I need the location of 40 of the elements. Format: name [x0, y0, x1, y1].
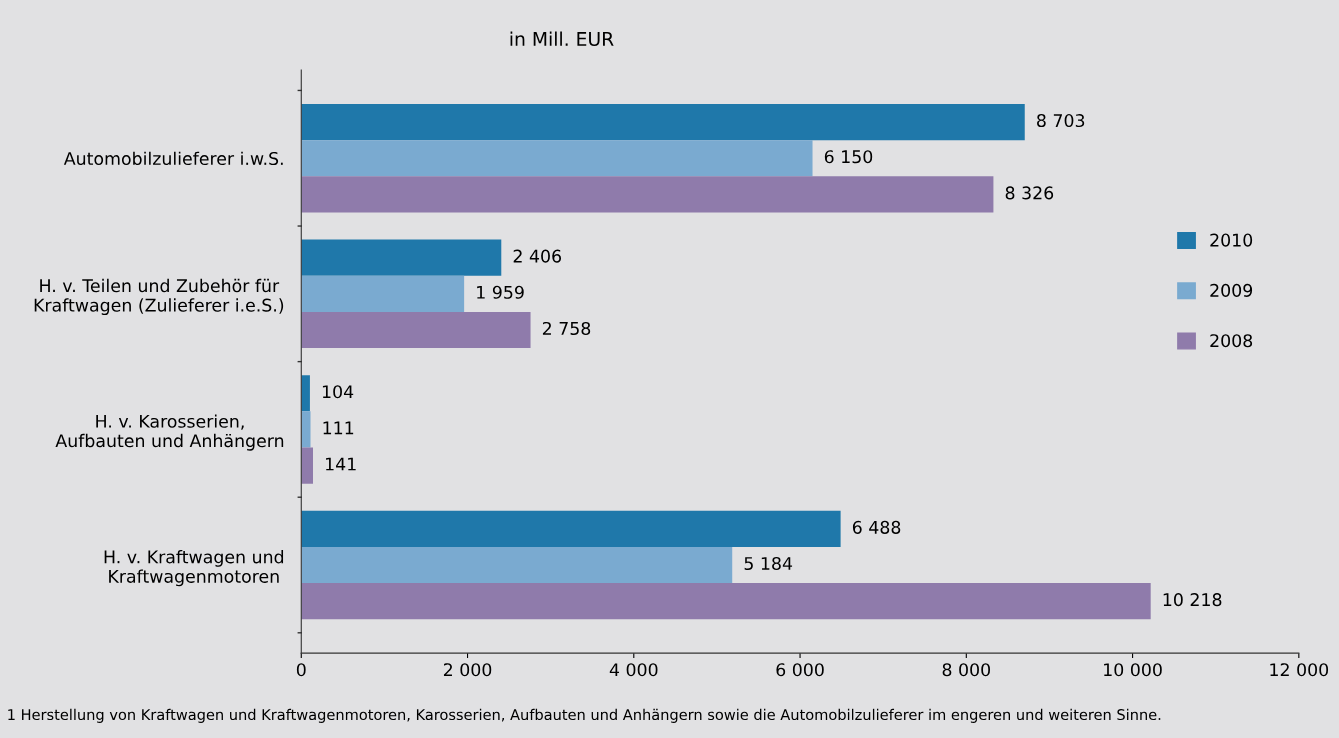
y-tick-label: H. v. Karosserien, Aufbauten und Anhängern	[55, 414, 284, 451]
y-tick-label: H. v. Teilen und Zubehör für Kraftwagen (Zulieferer i.e.S.)	[34, 278, 284, 316]
x-tick-label: 6 000	[776, 663, 824, 677]
bar	[301, 447, 313, 484]
y-tick-label: Automobilzulieferer i.w.S.	[63, 151, 283, 166]
x-tick-label: 2 000	[443, 663, 492, 677]
chart-title: in Mill. EUR	[510, 31, 614, 47]
bar	[301, 411, 311, 448]
data-label: 2 758	[542, 321, 591, 336]
data-label: 6 150	[824, 150, 873, 164]
data-label: 104	[322, 385, 354, 399]
bar	[301, 510, 841, 547]
legend-label: 2008	[1210, 334, 1253, 348]
data-label: 5 184	[744, 556, 793, 571]
x-tick-label: 8 000	[942, 663, 991, 677]
bar	[301, 583, 1151, 620]
bar	[301, 546, 733, 584]
bar	[301, 140, 813, 177]
y-tick-label: H. v. Kraftwagen und Kraftwagenmotoren	[104, 550, 284, 587]
data-label: 8 703	[1037, 113, 1085, 128]
data-label: 1 959	[477, 285, 524, 299]
text: 1 Herstellung von Kraftwagen und Kraftwagenmotoren, Karosserien, Aufbauten und Anhängern sowie die Automobilzulieferer im engeren und weiteren Sinne.	[8, 708, 1161, 723]
bar	[301, 275, 465, 312]
data-label: 8 326	[1005, 186, 1054, 200]
x-tick-label: 10 000	[1104, 663, 1162, 677]
x-tick-label: 4 000	[609, 663, 658, 677]
bar	[301, 104, 1025, 141]
bar	[301, 375, 310, 412]
data-label: 2 406	[513, 249, 561, 263]
bar	[301, 239, 502, 276]
data-label: 111	[323, 421, 354, 435]
legend-label: 2009	[1210, 283, 1253, 297]
x-tick-label: 12 000	[1270, 663, 1329, 677]
data-label: 10 218	[1163, 593, 1222, 607]
x-tick-label: 0	[296, 663, 306, 677]
bar	[301, 311, 531, 349]
data-label: 141	[326, 457, 356, 471]
legend-label: 2010	[1210, 233, 1253, 247]
bar	[301, 176, 994, 213]
data-label: 6 488	[852, 520, 901, 534]
